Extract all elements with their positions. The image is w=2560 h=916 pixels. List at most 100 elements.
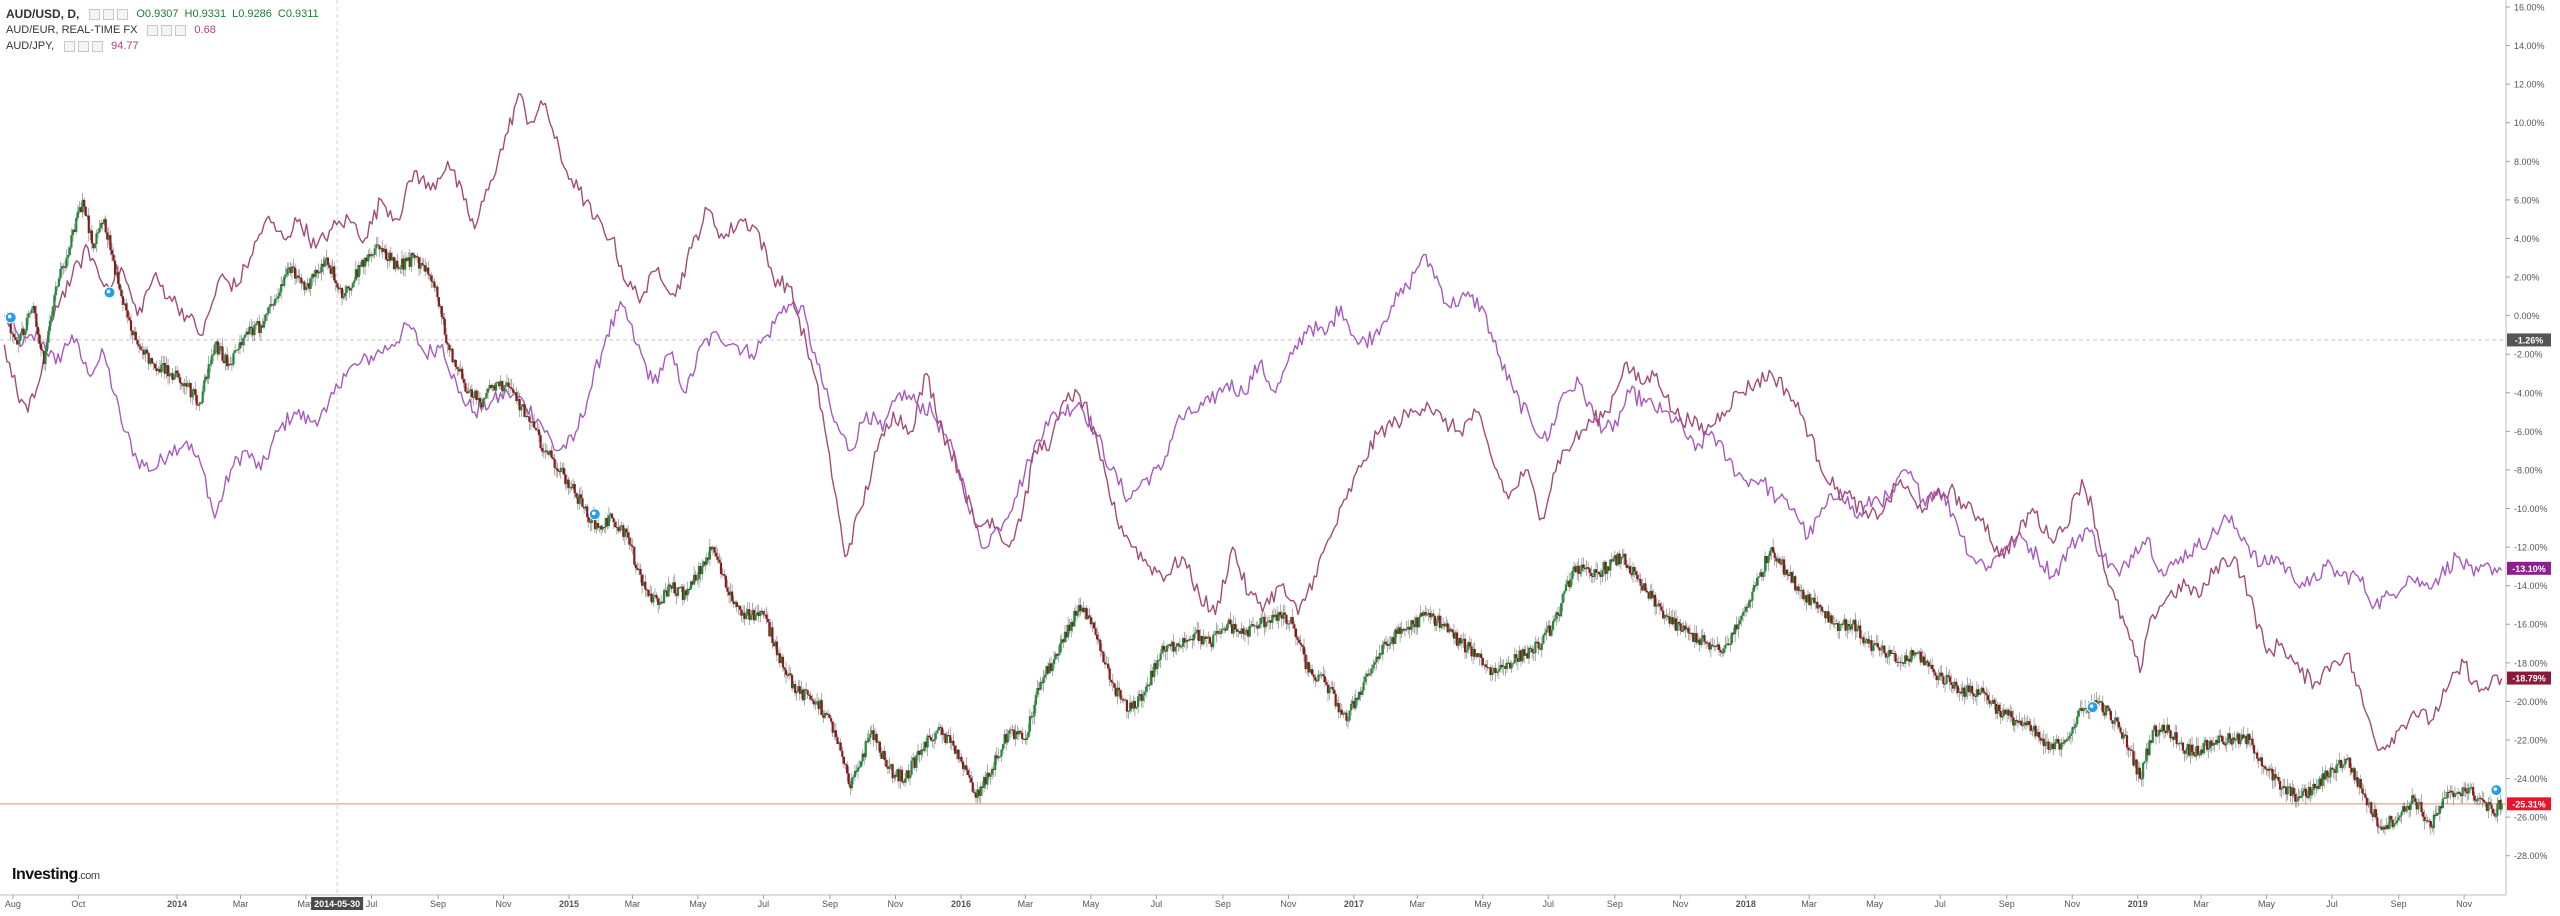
price-axis[interactable]: 16.00%14.00%12.00%10.00%8.00%6.00%4.00%2…	[2506, 3, 2548, 862]
candle	[1746, 603, 1749, 613]
time-axis[interactable]: Aug Oct 2014 Mar May Jul Sep Nov 2015 Mar May Jul Se…	[5, 895, 2473, 910]
candle	[155, 360, 158, 376]
investing-logo[interactable]: Investing.com	[12, 866, 100, 884]
candle	[339, 284, 342, 294]
candle	[1724, 636, 1727, 653]
remove-series-button[interactable]	[92, 40, 104, 52]
candle	[625, 527, 628, 540]
candle	[2347, 756, 2350, 768]
candle	[1998, 702, 2001, 716]
candle	[2158, 722, 2161, 744]
candle	[270, 295, 273, 307]
remove-series-button[interactable]	[175, 24, 187, 36]
candle	[1806, 589, 1810, 605]
candle	[531, 421, 534, 427]
candle	[1612, 556, 1615, 563]
candle	[1234, 617, 1237, 631]
event-marker-1[interactable]	[103, 286, 116, 299]
hide-series-button[interactable]	[89, 8, 101, 20]
candle	[670, 585, 673, 593]
candle	[2408, 801, 2411, 818]
candle	[1380, 644, 1383, 656]
candle	[496, 381, 499, 384]
legend-aud-usd-symbol[interactable]: AUD/USD, D,	[6, 7, 80, 21]
candle	[1644, 577, 1647, 593]
settings-series-button[interactable]	[103, 8, 115, 20]
candle	[533, 413, 536, 429]
candle	[2153, 723, 2156, 732]
settings-series-button[interactable]	[78, 40, 90, 52]
candle	[1502, 659, 1505, 676]
candle	[637, 562, 641, 575]
candle	[1242, 624, 1245, 640]
hide-series-button[interactable]	[64, 40, 76, 52]
crosshair-date-label: 2014-05-30	[311, 897, 364, 910]
candle	[1504, 663, 1507, 677]
x-tick-label: Nov	[2064, 899, 2081, 909]
event-marker-0[interactable]	[4, 311, 17, 324]
candle	[2444, 791, 2447, 799]
candle	[303, 280, 306, 296]
candle	[2396, 812, 2399, 826]
candle	[842, 755, 846, 769]
candle	[1006, 729, 1009, 745]
legend-aud-eur-symbol[interactable]: AUD/EUR, REAL-TIME FX	[6, 24, 138, 36]
candle	[2166, 717, 2169, 736]
candle	[1070, 618, 1073, 638]
candle	[1811, 597, 1814, 601]
aud-jpy-line[interactable]	[4, 253, 2503, 610]
candle	[1186, 639, 1189, 649]
candle	[14, 330, 17, 341]
candle	[131, 329, 134, 344]
aud-eur-line[interactable]	[3, 93, 2503, 752]
candle	[1579, 565, 1582, 577]
candle	[389, 246, 392, 263]
candle	[1299, 634, 1302, 652]
event-marker-4[interactable]	[2490, 784, 2503, 797]
candle	[1449, 626, 1452, 632]
candle	[2080, 699, 2083, 714]
candle	[1317, 669, 1320, 682]
candle	[2041, 733, 2044, 744]
candle	[960, 753, 963, 765]
hide-series-button[interactable]	[147, 24, 159, 36]
legend-aud-eur[interactable]: AUD/EUR, REAL-TIME FX 0.68	[6, 22, 325, 38]
event-marker-2[interactable]	[588, 508, 601, 521]
candle	[1185, 634, 1188, 651]
legend-aud-usd-buttons	[89, 8, 129, 20]
candle	[1539, 643, 1542, 651]
candle	[718, 553, 721, 564]
event-marker-3[interactable]	[2086, 701, 2099, 714]
candle	[864, 738, 867, 761]
candle	[913, 755, 916, 771]
candle	[544, 442, 547, 459]
candle	[2388, 814, 2391, 830]
candle	[1121, 695, 1124, 703]
candle	[424, 258, 427, 277]
x-tick-label: Nov	[887, 899, 904, 909]
candle	[1798, 583, 1802, 600]
candle	[754, 606, 757, 621]
legend-aud-jpy[interactable]: AUD/JPY, 94.77	[6, 38, 325, 54]
candle	[1323, 669, 1327, 688]
candle	[1713, 639, 1716, 652]
legend-aud-jpy-symbol[interactable]: AUD/JPY,	[6, 40, 55, 52]
candle	[194, 381, 197, 402]
candle	[392, 256, 396, 271]
candle	[336, 282, 339, 293]
candle	[1113, 682, 1116, 695]
candle	[107, 226, 110, 246]
candle	[644, 574, 647, 597]
candle	[979, 782, 982, 803]
candle	[830, 715, 833, 725]
event-markers	[4, 286, 2503, 797]
legend-aud-usd[interactable]: AUD/USD, D, O0.9307 H0.9331 L0.9286 C0.9…	[6, 6, 325, 22]
candle	[683, 584, 686, 603]
candle	[267, 306, 270, 316]
candle	[858, 759, 861, 770]
remove-series-button[interactable]	[117, 8, 129, 20]
settings-series-button[interactable]	[161, 24, 173, 36]
candle	[1891, 649, 1894, 655]
candle	[1232, 615, 1235, 638]
candle	[1306, 654, 1309, 676]
